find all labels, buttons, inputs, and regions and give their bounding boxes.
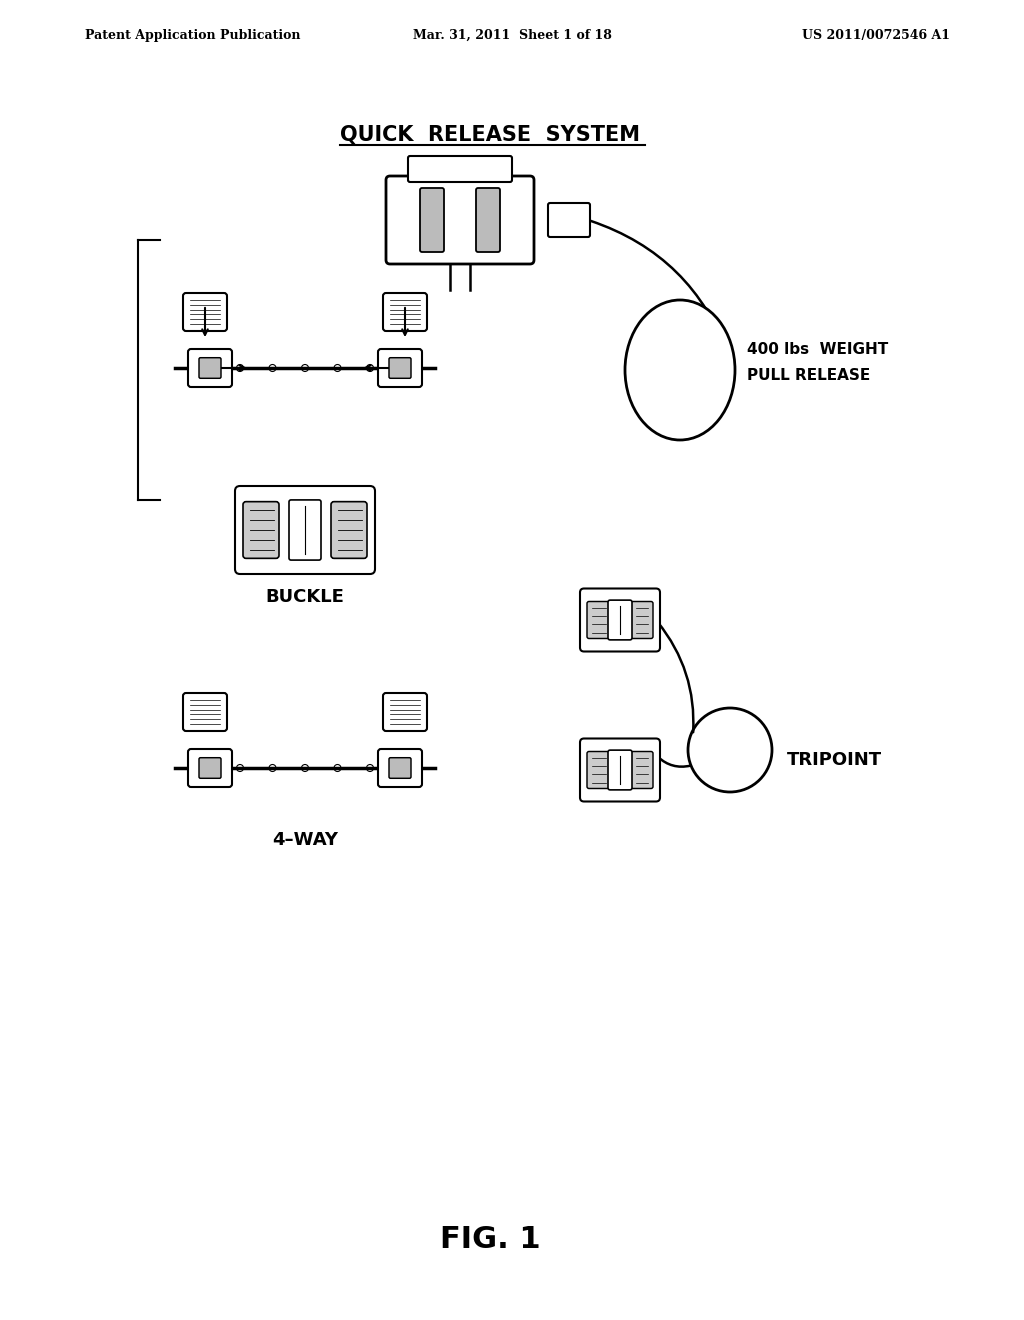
FancyBboxPatch shape — [631, 602, 653, 639]
FancyBboxPatch shape — [383, 693, 427, 731]
FancyBboxPatch shape — [199, 358, 221, 379]
FancyBboxPatch shape — [188, 348, 232, 387]
Text: TRIPOINT: TRIPOINT — [787, 751, 882, 770]
Text: PULL RELEASE: PULL RELEASE — [746, 367, 870, 383]
Text: US 2011/0072546 A1: US 2011/0072546 A1 — [802, 29, 950, 41]
FancyBboxPatch shape — [389, 358, 411, 379]
FancyBboxPatch shape — [408, 156, 512, 182]
FancyBboxPatch shape — [386, 176, 534, 264]
FancyBboxPatch shape — [389, 758, 411, 779]
Text: 400 lbs  WEIGHT: 400 lbs WEIGHT — [746, 342, 888, 358]
Text: FIG. 1: FIG. 1 — [439, 1225, 541, 1254]
FancyBboxPatch shape — [476, 187, 500, 252]
FancyBboxPatch shape — [383, 293, 427, 331]
FancyBboxPatch shape — [243, 502, 279, 558]
FancyBboxPatch shape — [378, 748, 422, 787]
FancyBboxPatch shape — [289, 500, 321, 560]
FancyBboxPatch shape — [580, 589, 660, 652]
FancyBboxPatch shape — [420, 187, 444, 252]
FancyBboxPatch shape — [631, 751, 653, 788]
Circle shape — [688, 708, 772, 792]
FancyBboxPatch shape — [587, 602, 609, 639]
FancyBboxPatch shape — [378, 348, 422, 387]
Text: Mar. 31, 2011  Sheet 1 of 18: Mar. 31, 2011 Sheet 1 of 18 — [413, 29, 611, 41]
FancyBboxPatch shape — [199, 758, 221, 779]
Ellipse shape — [625, 300, 735, 440]
Text: BUCKLE: BUCKLE — [265, 587, 344, 606]
Text: 4–WAY: 4–WAY — [272, 832, 338, 849]
FancyBboxPatch shape — [587, 751, 609, 788]
FancyBboxPatch shape — [183, 293, 227, 331]
FancyBboxPatch shape — [608, 750, 632, 789]
FancyBboxPatch shape — [188, 748, 232, 787]
FancyBboxPatch shape — [580, 738, 660, 801]
FancyBboxPatch shape — [548, 203, 590, 238]
FancyBboxPatch shape — [234, 486, 375, 574]
FancyBboxPatch shape — [183, 693, 227, 731]
FancyBboxPatch shape — [608, 601, 632, 640]
Text: Patent Application Publication: Patent Application Publication — [85, 29, 300, 41]
Text: QUICK  RELEASE  SYSTEM: QUICK RELEASE SYSTEM — [340, 125, 640, 145]
FancyBboxPatch shape — [331, 502, 367, 558]
